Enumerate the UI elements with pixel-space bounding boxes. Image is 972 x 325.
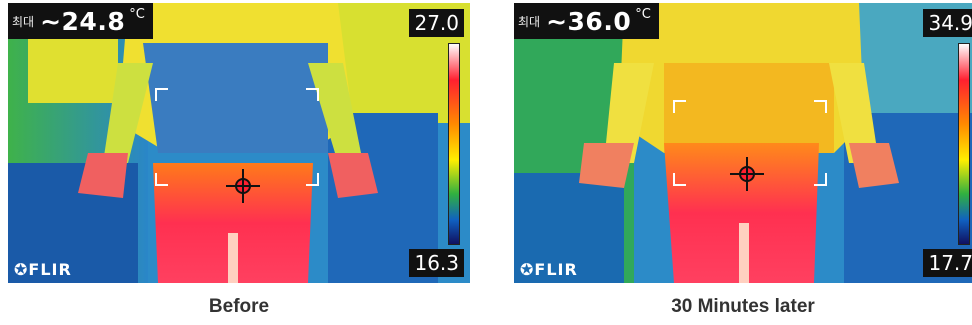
temp-unit: °C xyxy=(129,7,145,22)
max-temp-readout: 최대 ~24.8 °C xyxy=(8,3,153,39)
thermal-image-before: 최대 ~24.8 °C 27.0 16.3 ✪FLIR xyxy=(8,3,470,283)
max-label: 최대 xyxy=(518,14,541,29)
temp-unit: °C xyxy=(635,7,651,22)
thermal-scene-before xyxy=(8,3,470,283)
focus-brackets xyxy=(155,88,319,186)
max-label: 최대 xyxy=(12,14,35,29)
focus-brackets xyxy=(673,100,827,186)
max-temp-value: ~24.8 xyxy=(40,6,126,36)
caption-before: Before xyxy=(208,296,270,317)
flir-logo: ✪FLIR xyxy=(14,260,72,279)
crosshair-icon xyxy=(730,157,764,191)
thermal-scene-after xyxy=(514,3,972,283)
scale-min-value: 17.7 xyxy=(923,249,972,277)
color-scale-bar xyxy=(958,43,970,245)
max-temp-readout: 최대 ~36.0 °C xyxy=(514,3,659,39)
scale-max-value: 34.9 xyxy=(923,9,972,37)
thermal-image-after: 최대 ~36.0 °C 34.9 17.7 ✪FLIR xyxy=(514,3,972,283)
caption-after: 30 Minutes later xyxy=(671,296,815,317)
scale-max-value: 27.0 xyxy=(409,9,464,37)
crosshair-icon xyxy=(226,169,260,203)
scale-min-value: 16.3 xyxy=(409,249,464,277)
color-scale-bar xyxy=(448,43,460,245)
max-temp-value: ~36.0 xyxy=(546,6,632,36)
flir-logo: ✪FLIR xyxy=(520,260,578,279)
